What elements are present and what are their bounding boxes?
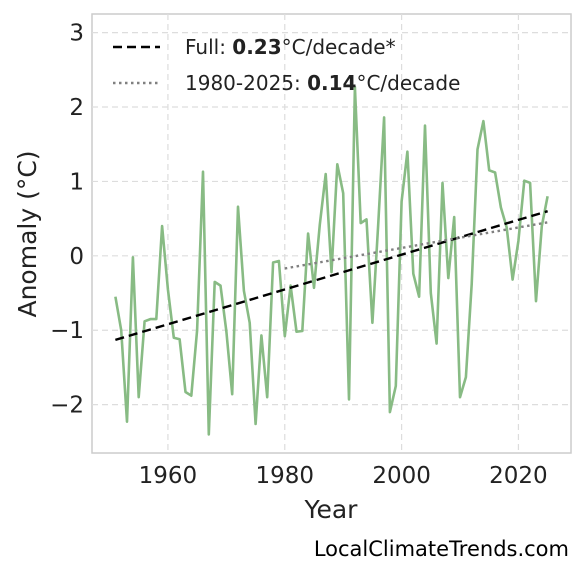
- y-tick-label: −1: [50, 318, 84, 344]
- y-tick-label: 0: [69, 244, 84, 270]
- trendline-recent: [284, 221, 548, 270]
- y-tick-label: 2: [69, 95, 84, 121]
- legend-label: 1980-2025: 0.14°C/decade: [185, 71, 460, 95]
- x-axis-title: Year: [304, 495, 359, 524]
- grid: [92, 14, 571, 453]
- x-tick-label: 1980: [255, 463, 314, 489]
- legend-label: Full: 0.23°C/decade*: [185, 35, 396, 59]
- legend-label-prefix: Full:: [185, 35, 232, 59]
- y-tick-label: 1: [69, 169, 84, 195]
- footer-watermark: LocalClimateTrends.com: [313, 537, 569, 561]
- legend-label-prefix: 1980-2025:: [185, 71, 307, 95]
- x-tick-label: 1960: [139, 463, 198, 489]
- y-axis-title: Anomaly (°C): [13, 150, 42, 317]
- legend: Full: 0.23°C/decade*1980-2025: 0.14°C/de…: [113, 35, 460, 95]
- anomaly-series-line: [114, 85, 549, 436]
- y-tick-label: 3: [69, 21, 84, 47]
- legend-label-suffix: °C/decade*: [282, 35, 396, 59]
- legend-label-suffix: °C/decade: [356, 71, 460, 95]
- chart: 1960 1980 2000 2020 −2 −1 0 1 2 3 Year Anomaly (…: [13, 13, 572, 524]
- x-axis-ticks: 1960 1980 2000 2020: [139, 463, 548, 489]
- x-tick-label: 2020: [489, 463, 548, 489]
- plot-area: [91, 13, 572, 454]
- y-axis-ticks: −2 −1 0 1 2 3: [50, 21, 84, 419]
- trendline-layer: [115, 210, 548, 342]
- legend-label-value: 0.14: [307, 71, 356, 95]
- legend-label-value: 0.23: [232, 35, 281, 59]
- y-tick-label: −2: [50, 393, 84, 419]
- x-tick-label: 2000: [372, 463, 431, 489]
- series-layer: [114, 85, 549, 436]
- trendline-full: [115, 210, 548, 342]
